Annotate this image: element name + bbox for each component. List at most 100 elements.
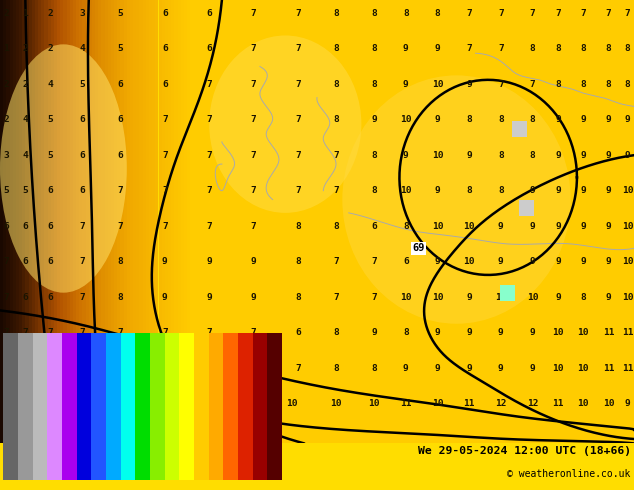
Bar [552,0,555,443]
Text: 7: 7 [162,328,168,337]
Bar [18,333,32,480]
Text: 8: 8 [333,221,339,231]
Bar [450,0,453,443]
Text: 10: 10 [400,115,411,124]
Bar [628,0,631,443]
Text: We 29-05-2024 12:00 UTC (18+66): We 29-05-2024 12:00 UTC (18+66) [418,446,631,456]
Bar [228,0,231,443]
Text: 9: 9 [605,257,612,266]
Text: 6: 6 [48,257,54,266]
Text: 6: 6 [117,115,124,124]
Text: 6: 6 [79,151,86,160]
Bar [631,0,634,443]
Bar [219,0,222,443]
Bar [179,333,194,480]
Text: 8: 8 [371,186,377,195]
Text: 9: 9 [466,364,472,372]
Text: 9: 9 [580,151,586,160]
Text: 6: 6 [48,186,54,195]
Text: 7: 7 [3,328,10,337]
Bar [558,0,561,443]
Bar [92,0,95,443]
Bar [241,0,244,443]
Text: 8: 8 [498,186,504,195]
Bar [168,0,171,443]
Bar [120,333,135,480]
Text: 7: 7 [117,364,124,372]
Bar [491,0,495,443]
Text: 10: 10 [432,80,443,89]
Bar [158,0,162,443]
Bar [431,0,434,443]
Text: 7: 7 [22,328,29,337]
Bar [612,0,615,443]
Bar [380,0,384,443]
Text: 8: 8 [333,115,339,124]
Bar [63,0,67,443]
Bar [86,0,89,443]
Bar [564,0,567,443]
Text: 9: 9 [250,257,257,266]
Bar [127,0,130,443]
Text: 7: 7 [295,364,301,372]
Bar [105,0,108,443]
Bar [469,0,472,443]
Text: 7: 7 [117,186,124,195]
Text: 9: 9 [206,293,212,302]
Bar [149,0,152,443]
Bar [73,0,76,443]
Bar [434,0,437,443]
Bar [257,0,260,443]
Text: 8: 8 [580,80,586,89]
Text: 7: 7 [529,9,536,18]
Text: 8: 8 [371,364,377,372]
Text: 8: 8 [624,44,631,53]
Bar [384,0,387,443]
Bar [282,0,285,443]
Bar [44,0,48,443]
Bar [124,0,127,443]
Bar [422,0,425,443]
Bar [453,0,456,443]
Bar [276,0,279,443]
Bar [352,0,355,443]
Bar [444,0,447,443]
Text: 7: 7 [48,364,54,372]
Text: 9: 9 [529,257,536,266]
Text: 10: 10 [463,257,475,266]
Bar [51,0,54,443]
Text: 10: 10 [578,328,589,337]
Text: 6: 6 [22,257,29,266]
Bar [222,0,225,443]
Text: 9: 9 [624,151,631,160]
Bar [0,0,3,443]
Bar [583,0,586,443]
Bar [336,0,339,443]
Text: 9: 9 [466,80,472,89]
Bar [79,0,82,443]
Bar [13,0,16,443]
Text: 10: 10 [463,221,475,231]
Text: 10: 10 [552,364,564,372]
Bar [599,0,602,443]
Bar [314,0,317,443]
Text: 8: 8 [333,364,339,372]
Bar [200,0,203,443]
Bar [447,0,450,443]
Text: 8: 8 [555,44,561,53]
Text: 1: 1 [3,44,10,53]
Text: 9: 9 [605,293,612,302]
Bar [171,0,174,443]
Text: 9: 9 [371,328,377,337]
Bar [567,0,571,443]
Text: 2: 2 [3,80,10,89]
Bar [150,333,165,480]
Text: 10: 10 [330,399,342,408]
Text: 11: 11 [622,328,633,337]
Text: 10: 10 [578,399,589,408]
Text: 7: 7 [250,9,257,18]
Bar [3,333,18,480]
Text: 7: 7 [22,364,29,372]
Bar [615,0,618,443]
Text: 7: 7 [206,328,212,337]
